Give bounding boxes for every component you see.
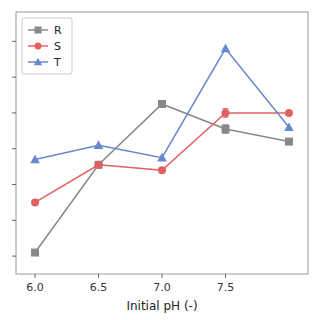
y-tick — [12, 256, 16, 257]
point — [285, 138, 293, 146]
x-tick-label: 6.5 — [90, 281, 108, 294]
x-tick-label: 7.0 — [153, 281, 171, 294]
series — [31, 109, 293, 207]
y-tick — [12, 77, 16, 78]
legend-box — [22, 18, 72, 74]
legend-marker — [35, 43, 42, 50]
legend-marker — [35, 27, 42, 34]
x-axis-label: Initial pH (-) — [126, 299, 197, 313]
x-tick — [225, 274, 226, 278]
legend-label: S — [54, 40, 61, 53]
legend: RST — [22, 18, 72, 74]
series-line — [35, 49, 289, 160]
point — [30, 155, 40, 164]
y-axis — [12, 41, 16, 256]
point — [94, 140, 104, 149]
legend-label: T — [53, 56, 61, 69]
chart: 6.0 6.5 7.0 7.5 Initial pH (-) RST — [0, 0, 320, 320]
point — [95, 161, 103, 169]
x-tick — [162, 274, 163, 278]
y-tick — [12, 184, 16, 185]
point — [221, 125, 229, 133]
point — [31, 249, 39, 257]
y-tick — [12, 148, 16, 149]
x-tick-label: 7.5 — [217, 281, 235, 294]
x-tick — [98, 274, 99, 278]
point — [221, 109, 229, 117]
series — [31, 100, 293, 257]
legend-label: R — [54, 24, 62, 37]
point — [158, 166, 166, 174]
y-tick — [12, 220, 16, 221]
point — [31, 198, 39, 206]
series-line — [35, 104, 289, 253]
y-tick — [12, 112, 16, 113]
plot-frame — [16, 12, 308, 274]
error-bar — [222, 125, 228, 134]
point — [221, 44, 231, 53]
y-tick — [12, 41, 16, 42]
point — [157, 153, 167, 162]
x-axis: 6.0 6.5 7.0 7.5 — [26, 274, 234, 294]
point — [284, 122, 294, 131]
x-tick — [35, 274, 36, 278]
point — [285, 109, 293, 117]
point — [158, 100, 166, 108]
x-tick-label: 6.0 — [26, 281, 44, 294]
error-bar — [222, 109, 228, 118]
plot-area — [30, 44, 294, 257]
series-line — [35, 113, 289, 202]
point — [95, 161, 103, 169]
legend-marker — [34, 58, 42, 66]
